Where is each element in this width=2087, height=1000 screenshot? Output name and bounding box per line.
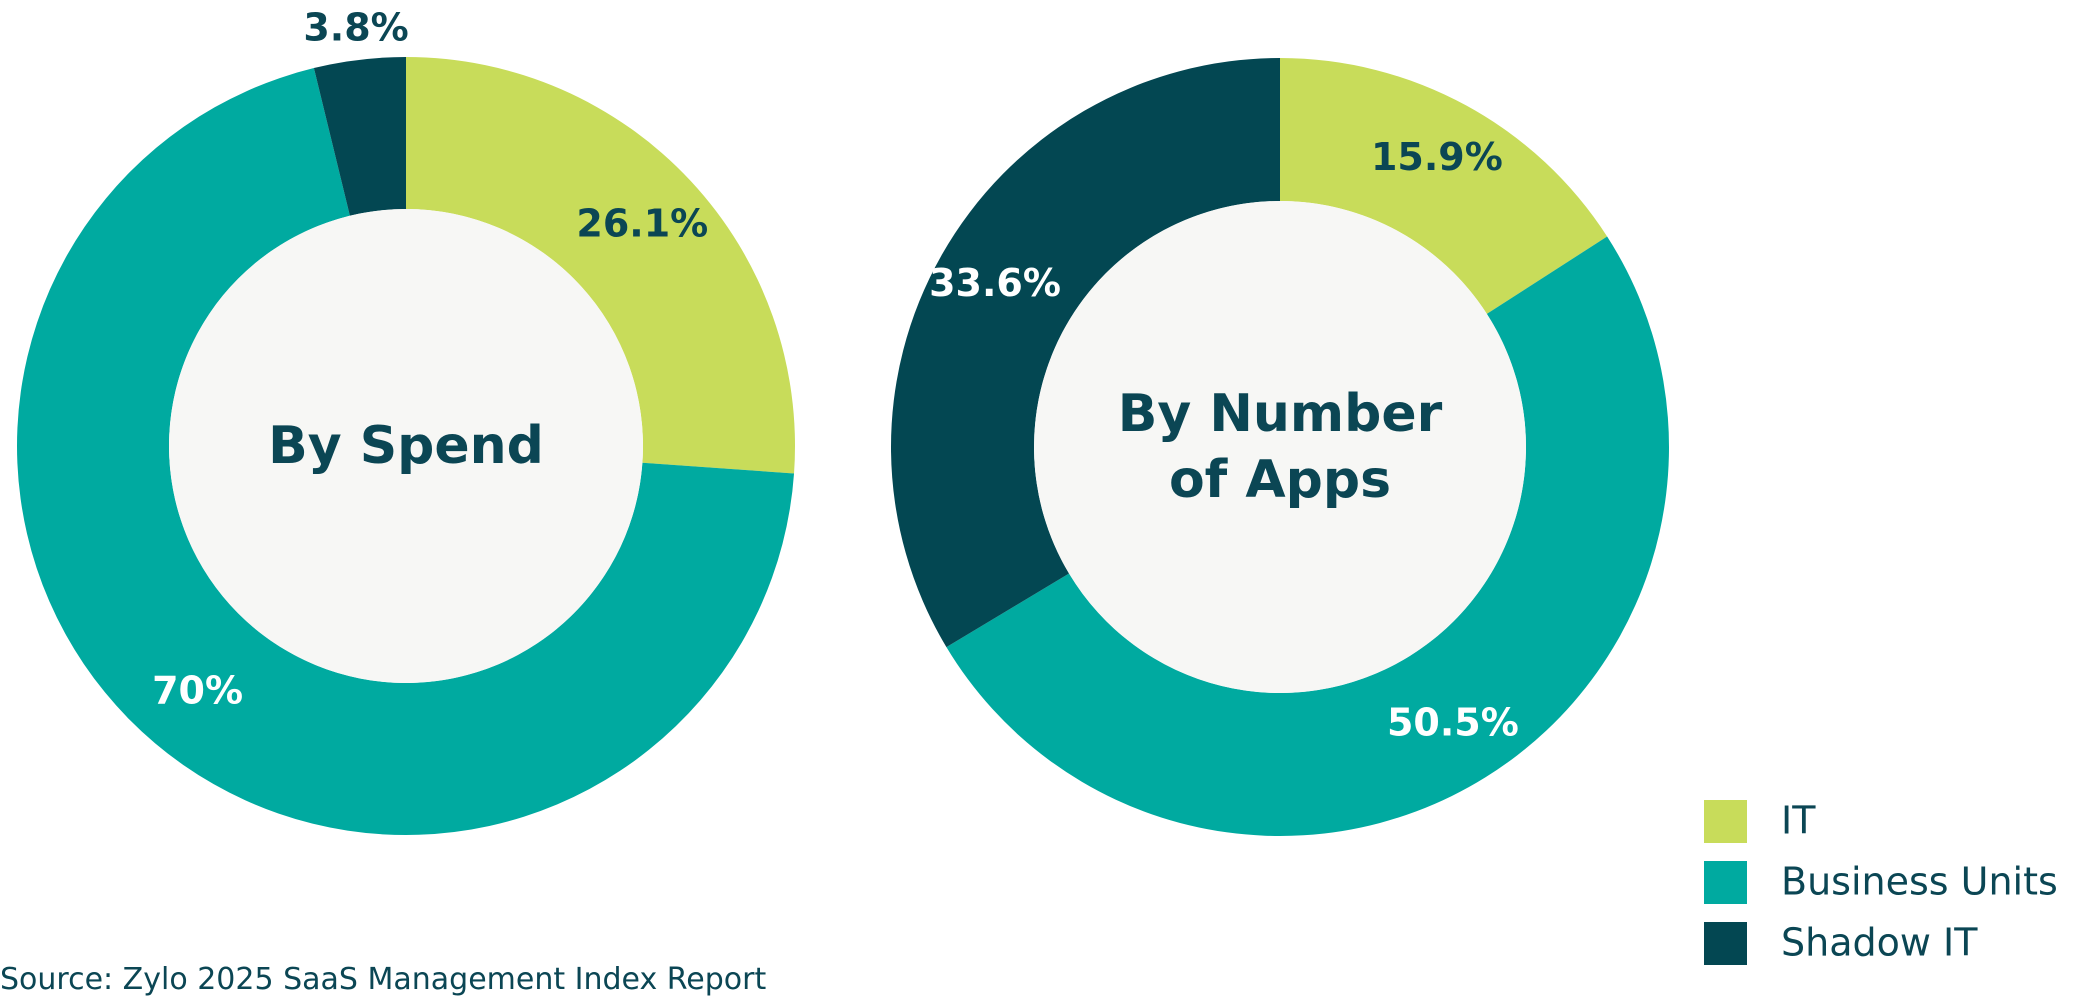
legend-label: Business Units	[1781, 860, 2058, 904]
legend-label: IT	[1781, 799, 1816, 843]
donut-segment	[946, 236, 1669, 836]
data-label: 50.5%	[1387, 701, 1519, 745]
donut-segment	[406, 57, 796, 474]
center-title: By Spend	[268, 416, 544, 476]
data-label: 33.6%	[929, 261, 1061, 305]
donut-hole	[1034, 201, 1526, 693]
donut-hole	[169, 209, 643, 683]
legend-swatch	[1704, 861, 1747, 904]
donut-segment	[17, 68, 795, 835]
data-label: 15.9%	[1371, 135, 1503, 179]
data-label: 26.1%	[576, 201, 708, 245]
donut-segment	[890, 58, 1280, 648]
center-title: By Number of Apps	[1117, 384, 1443, 510]
data-label: 3.8%	[303, 5, 408, 49]
legend-swatch	[1704, 922, 1747, 965]
donut-segment	[313, 57, 406, 216]
legend-swatch	[1704, 800, 1747, 843]
data-label: 70%	[152, 668, 243, 712]
donut-segment	[1280, 58, 1608, 314]
source-note: Source: Zylo 2025 SaaS Management Index …	[0, 962, 767, 997]
legend-label: Shadow IT	[1781, 921, 1978, 965]
